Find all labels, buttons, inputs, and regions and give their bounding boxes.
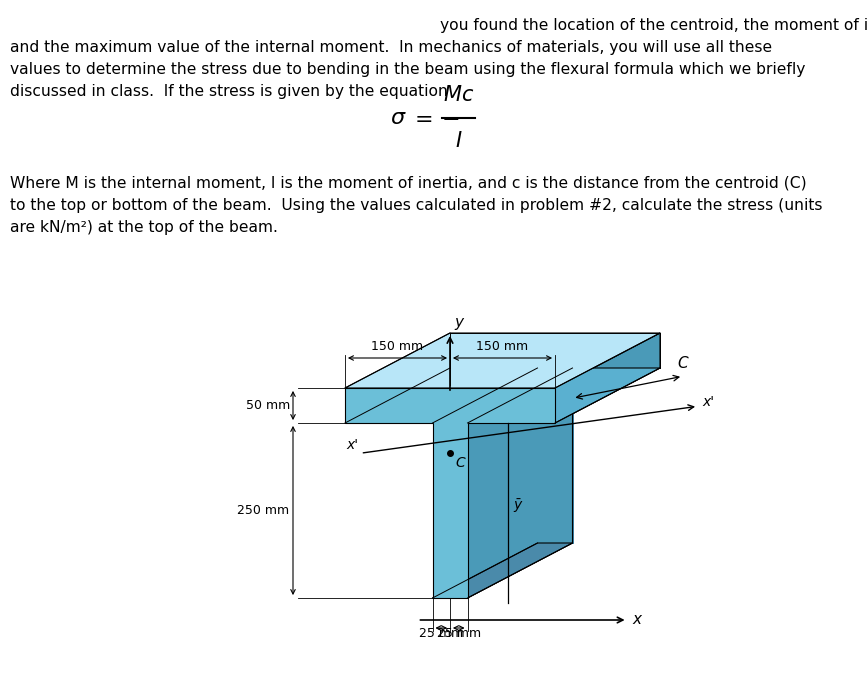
Polygon shape xyxy=(468,368,660,423)
Text: C: C xyxy=(677,356,687,371)
Text: x': x' xyxy=(702,395,714,410)
Text: 250 mm: 250 mm xyxy=(237,504,289,517)
Text: C: C xyxy=(455,456,464,470)
Text: 25 mm: 25 mm xyxy=(437,627,481,640)
Text: discussed in class.  If the stress is given by the equation: discussed in class. If the stress is giv… xyxy=(10,84,448,99)
Text: to the top or bottom of the beam.  Using the values calculated in problem #2, ca: to the top or bottom of the beam. Using … xyxy=(10,198,823,213)
Text: x: x xyxy=(633,612,641,627)
Text: $= -$: $= -$ xyxy=(410,108,460,128)
Text: and the maximum value of the internal moment.  In mechanics of materials, you wi: and the maximum value of the internal mo… xyxy=(10,40,773,55)
Text: $Mc$: $Mc$ xyxy=(443,85,474,105)
Text: 150 mm: 150 mm xyxy=(372,340,424,353)
Text: you found the location of the centroid, the moment of inertia,: you found the location of the centroid, … xyxy=(440,18,868,33)
Polygon shape xyxy=(345,388,555,598)
Polygon shape xyxy=(450,333,660,543)
Text: x': x' xyxy=(346,438,358,452)
Text: y: y xyxy=(454,315,463,330)
Polygon shape xyxy=(555,333,660,423)
Polygon shape xyxy=(345,333,660,388)
Text: $\bar{y}$: $\bar{y}$ xyxy=(513,497,523,515)
Polygon shape xyxy=(468,368,573,598)
Polygon shape xyxy=(432,543,573,598)
Text: Where M is the internal moment, I is the moment of inertia, and c is the distanc: Where M is the internal moment, I is the… xyxy=(10,176,806,191)
Text: $I$: $I$ xyxy=(455,131,463,151)
Text: 50 mm: 50 mm xyxy=(246,399,290,412)
Text: are kN/m²) at the top of the beam.: are kN/m²) at the top of the beam. xyxy=(10,220,278,235)
Text: 25 mm: 25 mm xyxy=(419,627,464,640)
Text: 150 mm: 150 mm xyxy=(477,340,529,353)
Text: values to determine the stress due to bending in the beam using the flexural for: values to determine the stress due to be… xyxy=(10,62,806,77)
Text: $\sigma$: $\sigma$ xyxy=(390,108,407,128)
